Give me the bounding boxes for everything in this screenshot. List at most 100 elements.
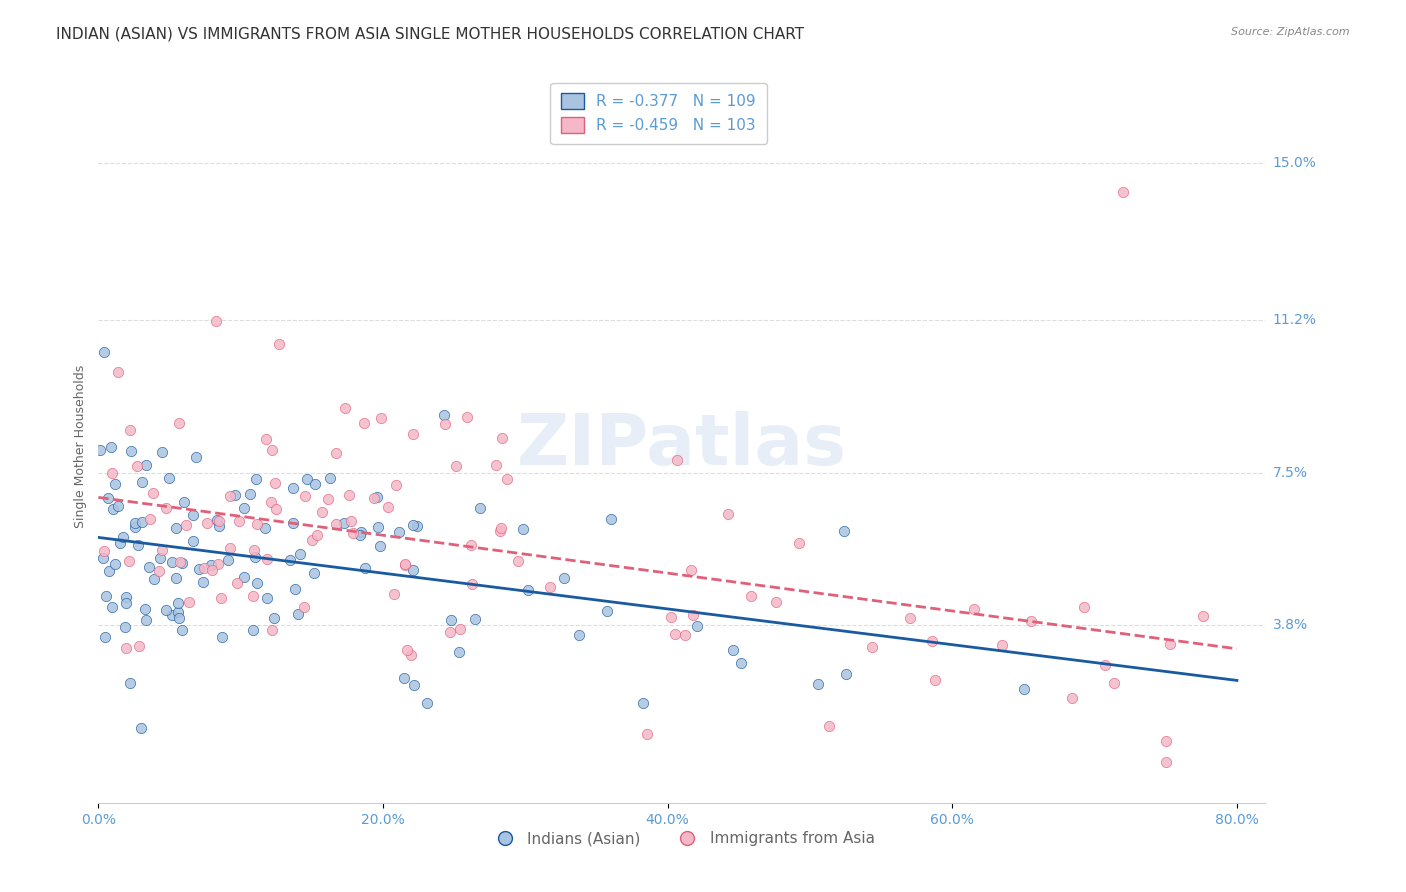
Indians (Asian) — [402, 518, 425, 533]
Immigrants from Asia — [446, 458, 468, 473]
Immigrants from Asia — [256, 551, 278, 566]
Indians (Asian) — [449, 645, 471, 659]
Indians (Asian) — [568, 628, 591, 642]
Immigrants from Asia — [195, 516, 218, 531]
Immigrants from Asia — [990, 638, 1012, 652]
Immigrants from Asia — [316, 492, 339, 507]
Indians (Asian) — [392, 671, 415, 685]
Indians (Asian) — [114, 596, 136, 610]
Indians (Asian) — [416, 696, 439, 710]
Immigrants from Asia — [1102, 675, 1125, 690]
Immigrants from Asia — [107, 365, 129, 379]
Immigrants from Asia — [204, 314, 226, 328]
Indians (Asian) — [283, 481, 305, 495]
Immigrants from Asia — [433, 417, 456, 431]
Indians (Asian) — [281, 516, 304, 531]
Indians (Asian) — [97, 491, 120, 506]
Immigrants from Asia — [118, 554, 141, 568]
Immigrants from Asia — [155, 500, 177, 515]
Immigrants from Asia — [921, 634, 943, 648]
Indians (Asian) — [631, 696, 654, 710]
Indians (Asian) — [104, 558, 127, 572]
Immigrants from Asia — [169, 556, 191, 570]
Indians (Asian) — [388, 525, 411, 540]
Indians (Asian) — [211, 630, 233, 644]
Immigrants from Asia — [292, 599, 315, 614]
Indians (Asian) — [368, 539, 391, 553]
Indians (Asian) — [354, 561, 377, 575]
Immigrants from Asia — [681, 564, 703, 578]
Indians (Asian) — [157, 471, 180, 485]
Text: ZIPatlas: ZIPatlas — [517, 411, 846, 481]
Indians (Asian) — [208, 519, 231, 533]
Indians (Asian) — [135, 458, 157, 472]
Immigrants from Asia — [1112, 186, 1135, 200]
Immigrants from Asia — [496, 472, 519, 486]
Indians (Asian) — [295, 472, 318, 486]
Immigrants from Asia — [294, 489, 316, 503]
Text: 3.8%: 3.8% — [1272, 618, 1308, 632]
Immigrants from Asia — [817, 719, 839, 733]
Indians (Asian) — [110, 536, 132, 550]
Indians (Asian) — [367, 520, 389, 534]
Indians (Asian) — [245, 472, 267, 486]
Indians (Asian) — [100, 440, 122, 454]
Indians (Asian) — [181, 534, 204, 549]
Indians (Asian) — [193, 574, 215, 589]
Immigrants from Asia — [740, 590, 762, 604]
Immigrants from Asia — [340, 514, 363, 528]
Indians (Asian) — [101, 501, 124, 516]
Indians (Asian) — [131, 475, 153, 490]
Immigrants from Asia — [1154, 755, 1177, 769]
Immigrants from Asia — [225, 575, 247, 590]
Indians (Asian) — [93, 345, 115, 359]
Indians (Asian) — [138, 560, 160, 574]
Indians (Asian) — [155, 603, 177, 617]
Immigrants from Asia — [661, 610, 683, 624]
Immigrants from Asia — [167, 417, 190, 431]
Immigrants from Asia — [333, 401, 356, 415]
Indians (Asian) — [120, 443, 142, 458]
Immigrants from Asia — [325, 517, 347, 532]
Immigrants from Asia — [1060, 690, 1083, 705]
Indians (Asian) — [173, 494, 195, 508]
Indians (Asian) — [120, 676, 142, 690]
Indians (Asian) — [290, 547, 312, 561]
Immigrants from Asia — [1154, 734, 1177, 748]
Indians (Asian) — [160, 608, 183, 623]
Indians (Asian) — [516, 583, 538, 598]
Immigrants from Asia — [118, 423, 141, 437]
Indians (Asian) — [319, 470, 342, 484]
Indians (Asian) — [127, 538, 149, 552]
Immigrants from Asia — [301, 533, 323, 547]
Indians (Asian) — [107, 499, 129, 513]
Indians (Asian) — [402, 563, 425, 577]
Immigrants from Asia — [1159, 637, 1181, 651]
Immigrants from Asia — [269, 337, 291, 351]
Indians (Asian) — [167, 605, 190, 619]
Immigrants from Asia — [337, 488, 360, 502]
Indians (Asian) — [263, 611, 285, 625]
Indians (Asian) — [366, 490, 388, 504]
Indians (Asian) — [278, 553, 301, 567]
Immigrants from Asia — [370, 411, 392, 425]
Immigrants from Asia — [207, 514, 229, 528]
Indians (Asian) — [142, 572, 165, 586]
Indians (Asian) — [89, 443, 111, 458]
Indians (Asian) — [104, 476, 127, 491]
Indians (Asian) — [165, 571, 187, 585]
Indians (Asian) — [97, 564, 120, 578]
Legend: Indians (Asian), Immigrants from Asia: Indians (Asian), Immigrants from Asia — [484, 825, 880, 852]
Immigrants from Asia — [1019, 614, 1042, 628]
Immigrants from Asia — [402, 427, 425, 442]
Immigrants from Asia — [489, 520, 512, 534]
Indians (Asian) — [111, 530, 134, 544]
Indians (Asian) — [404, 678, 426, 692]
Immigrants from Asia — [765, 594, 787, 608]
Text: Source: ZipAtlas.com: Source: ZipAtlas.com — [1232, 27, 1350, 37]
Indians (Asian) — [135, 613, 157, 627]
Immigrants from Asia — [860, 640, 883, 654]
Indians (Asian) — [553, 571, 575, 585]
Indians (Asian) — [512, 522, 534, 536]
Indians (Asian) — [686, 619, 709, 633]
